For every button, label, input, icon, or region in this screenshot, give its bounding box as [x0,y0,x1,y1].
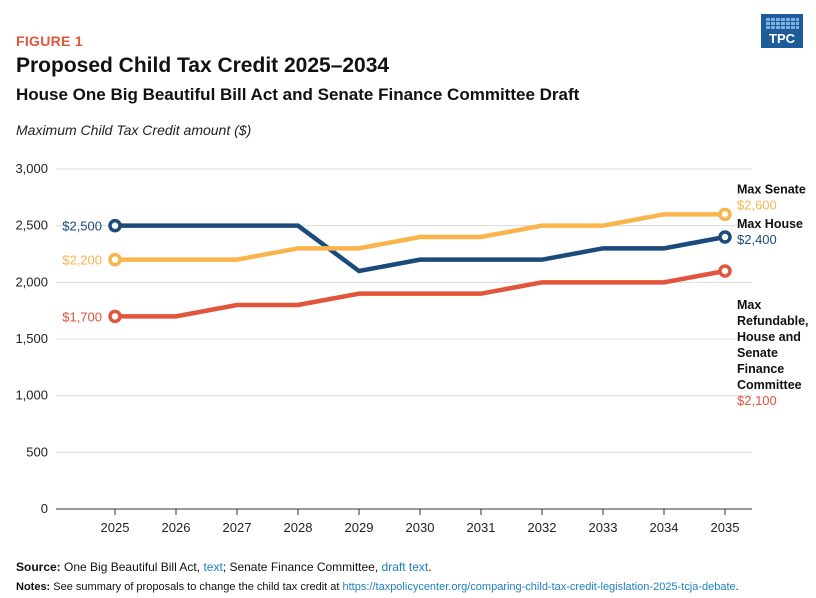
y-tick-label: 3,000 [15,161,48,176]
logo-grid-icon [765,17,799,29]
y-tick-label: 1,000 [15,388,48,403]
series-line [115,268,726,319]
series-end-name: Max Senate [737,182,806,196]
series-start-label: $2,200 [62,253,102,268]
notes-text: See summary of proposals to change the c… [50,581,343,593]
y-tick-label: 2,500 [15,218,48,233]
x-tick-label: 2029 [345,520,374,535]
series-start-label: $2,500 [62,219,102,234]
series-start-label: $1,700 [62,309,102,324]
x-tick-label: 2025 [101,520,130,535]
series-end-value: $2,100 [737,393,777,408]
notes-label: Notes: [16,581,51,593]
x-tick-label: 2034 [650,520,679,535]
source-note: Source: One Big Beautiful Bill Act, text… [16,560,432,574]
x-tick-label: 2035 [711,520,740,535]
y-tick-label: 1,500 [15,331,48,346]
notes: Notes: See summary of proposals to chang… [16,581,739,593]
series-end-name: Committee [737,378,802,392]
source-label: Source: [16,560,61,574]
series-end-value: $2,400 [737,232,777,247]
source-mid: ; Senate Finance Committee, [222,560,382,574]
series-line [115,212,725,262]
series-endpoint-marker [108,252,122,267]
x-tick-label: 2026 [162,520,191,535]
figure-label: FIGURE 1 [16,33,83,49]
chart-title: Proposed Child Tax Credit 2025–2034 [16,54,390,77]
series-end-name: Max [737,298,761,312]
x-tick-label: 2027 [223,520,252,535]
series-endpoint-marker [108,309,122,324]
x-tick-label: 2031 [467,520,496,535]
series-endpoint-marker [718,264,732,278]
x-tick-label: 2033 [589,520,618,535]
series-endpoint-marker [718,230,732,244]
notes-end: . [735,581,739,593]
series-end-value: $2,600 [737,197,777,212]
series-end-name: Max House [737,217,803,231]
series-end-name: Finance [737,362,784,376]
source-link-text[interactable]: text [203,560,223,574]
chart-subtitle: House One Big Beautiful Bill Act and Sen… [16,85,580,104]
x-tick-label: 2028 [284,520,313,535]
notes-link[interactable]: https://taxpolicycenter.org/comparing-ch… [342,581,736,593]
series-end-name: Refundable, [737,314,809,328]
tpc-logo: TPC [761,14,803,48]
y-axis-label: Maximum Child Tax Credit amount ($) [16,122,252,138]
x-tick-label: 2032 [528,520,557,535]
series-line [115,223,726,274]
series-end-name: House and [737,330,801,344]
source-text: One Big Beautiful Bill Act, [60,560,204,574]
y-tick-label: 0 [41,501,48,516]
x-tick-label: 2030 [406,520,435,535]
y-tick-label: 2,000 [15,274,48,289]
source-link-draft-text[interactable]: draft text [381,560,429,574]
source-end: . [428,560,432,574]
y-tick-label: 500 [26,444,48,459]
series-endpoint-marker [718,207,732,222]
series-endpoint-marker [108,218,122,233]
logo-text: TPC [769,31,795,46]
series-end-name: Senate [737,346,778,360]
